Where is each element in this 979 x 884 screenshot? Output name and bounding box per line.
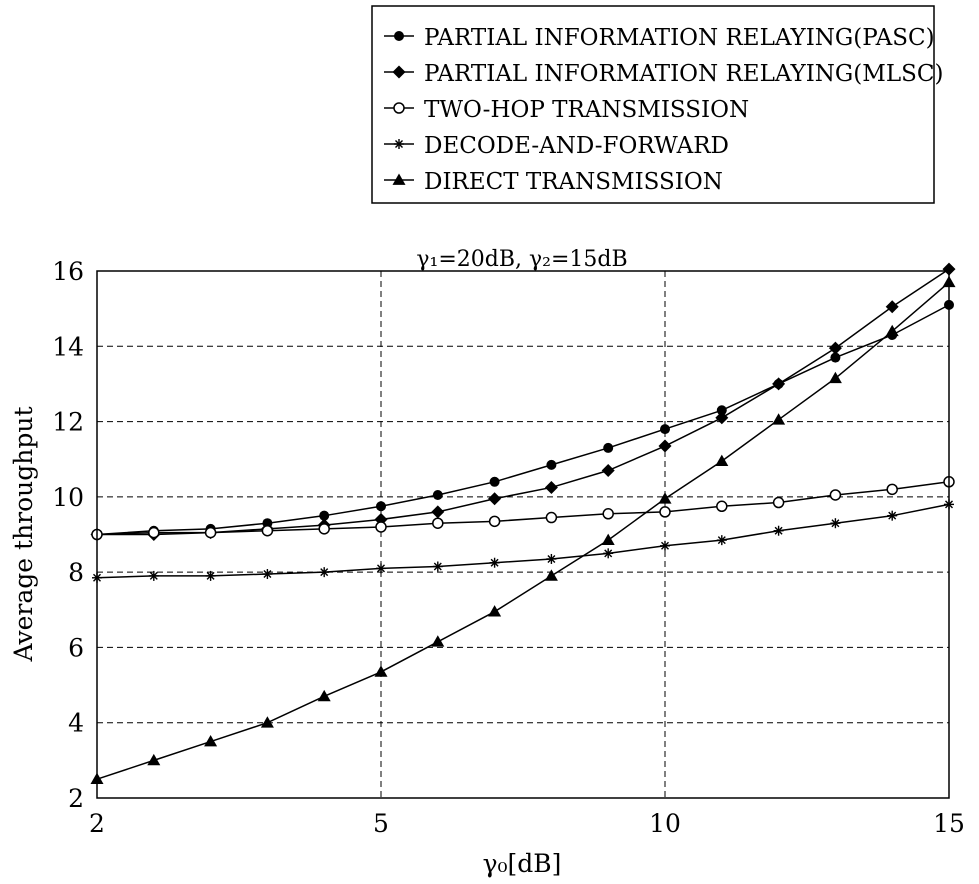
data-point bbox=[886, 300, 899, 313]
data-point bbox=[660, 424, 670, 434]
data-point bbox=[488, 605, 501, 616]
series-layer bbox=[91, 263, 956, 784]
data-point bbox=[545, 481, 558, 494]
data-point bbox=[829, 372, 842, 383]
data-point bbox=[602, 464, 615, 477]
series-line bbox=[97, 269, 949, 534]
chart-title: γ₁=20dB, γ₂=15dB bbox=[416, 247, 627, 272]
data-point bbox=[659, 440, 672, 453]
data-point bbox=[261, 716, 274, 727]
data-point bbox=[376, 501, 386, 511]
y-tick-label: 8 bbox=[68, 558, 84, 587]
series-5 bbox=[91, 276, 956, 784]
data-point bbox=[149, 571, 159, 581]
data-point bbox=[206, 528, 216, 538]
y-tick-label: 14 bbox=[52, 332, 84, 361]
data-point bbox=[715, 455, 728, 466]
data-point bbox=[262, 526, 272, 536]
legend-marker bbox=[394, 139, 404, 149]
data-point bbox=[545, 569, 558, 580]
data-point bbox=[546, 513, 556, 523]
data-point bbox=[603, 509, 613, 519]
y-axis-label: Average throughput bbox=[9, 406, 38, 662]
data-point bbox=[715, 411, 728, 424]
y-tick-label: 12 bbox=[52, 408, 84, 437]
data-point bbox=[603, 443, 613, 453]
legend-entry: PARTIAL INFORMATION RELAYING(MLSC) bbox=[384, 61, 943, 87]
data-point bbox=[431, 505, 444, 518]
series-3 bbox=[92, 477, 954, 540]
series-1 bbox=[92, 300, 954, 540]
data-point bbox=[375, 665, 388, 676]
data-point bbox=[488, 492, 501, 505]
data-point bbox=[318, 690, 331, 701]
data-point bbox=[433, 518, 443, 528]
data-point bbox=[319, 567, 329, 577]
data-point bbox=[659, 492, 672, 503]
legend-entry: DECODE-AND-FORWARD bbox=[384, 133, 729, 159]
legend: PARTIAL INFORMATION RELAYING(PASC) PARTIA… bbox=[372, 6, 943, 203]
series-line bbox=[97, 305, 949, 535]
x-axis-label: γ₀[dB] bbox=[483, 849, 562, 878]
legend-marker bbox=[394, 103, 404, 113]
data-point bbox=[660, 541, 670, 551]
data-point bbox=[717, 501, 727, 511]
data-point bbox=[717, 535, 727, 545]
y-tick-label: 4 bbox=[68, 709, 84, 738]
data-point bbox=[490, 516, 500, 526]
data-point bbox=[887, 484, 897, 494]
data-point bbox=[772, 377, 785, 390]
data-point bbox=[376, 522, 386, 532]
legend-entry: TWO-HOP TRANSMISSION bbox=[384, 97, 749, 123]
x-tick-label: 5 bbox=[373, 809, 389, 838]
data-point bbox=[774, 526, 784, 536]
data-point bbox=[206, 571, 216, 581]
data-point bbox=[262, 569, 272, 579]
plot-frame bbox=[97, 271, 949, 798]
legend-label: DECODE-AND-FORWARD bbox=[424, 133, 729, 159]
data-point bbox=[830, 518, 840, 528]
legend-marker bbox=[394, 31, 404, 41]
legend-label: TWO-HOP TRANSMISSION bbox=[424, 97, 749, 123]
series-4 bbox=[92, 499, 954, 582]
x-tick-label: 15 bbox=[933, 809, 965, 838]
legend-label: PARTIAL INFORMATION RELAYING(MLSC) bbox=[424, 61, 943, 87]
legend-label: DIRECT TRANSMISSION bbox=[424, 169, 723, 195]
x-tick-label: 10 bbox=[649, 809, 681, 838]
series-2 bbox=[91, 263, 956, 541]
x-tick-label: 2 bbox=[89, 809, 105, 838]
data-point bbox=[603, 548, 613, 558]
y-tick-label: 10 bbox=[52, 483, 84, 512]
grid bbox=[97, 271, 949, 798]
data-point bbox=[546, 554, 556, 564]
legend-label: PARTIAL INFORMATION RELAYING(PASC) bbox=[424, 25, 935, 51]
series-line bbox=[97, 504, 949, 577]
data-point bbox=[319, 524, 329, 534]
data-point bbox=[431, 635, 444, 646]
data-point bbox=[433, 561, 443, 571]
data-point bbox=[887, 511, 897, 521]
data-point bbox=[490, 558, 500, 568]
data-point bbox=[660, 507, 670, 517]
ticks: 2 5 10 15 2 4 6 8 10 12 14 16 bbox=[52, 257, 965, 838]
data-point bbox=[433, 490, 443, 500]
data-point bbox=[774, 498, 784, 508]
y-tick-label: 2 bbox=[68, 784, 84, 813]
legend-entry: PARTIAL INFORMATION RELAYING(PASC) bbox=[384, 25, 935, 51]
data-point bbox=[829, 342, 842, 355]
legend-entry: DIRECT TRANSMISSION bbox=[384, 169, 723, 195]
data-point bbox=[602, 534, 615, 545]
data-point bbox=[490, 477, 500, 487]
data-point bbox=[149, 528, 159, 538]
y-tick-label: 6 bbox=[68, 633, 84, 662]
data-point bbox=[830, 490, 840, 500]
y-tick-label: 16 bbox=[52, 257, 84, 286]
data-point bbox=[772, 413, 785, 424]
data-point bbox=[546, 460, 556, 470]
series-line bbox=[97, 482, 949, 535]
data-point bbox=[376, 563, 386, 573]
